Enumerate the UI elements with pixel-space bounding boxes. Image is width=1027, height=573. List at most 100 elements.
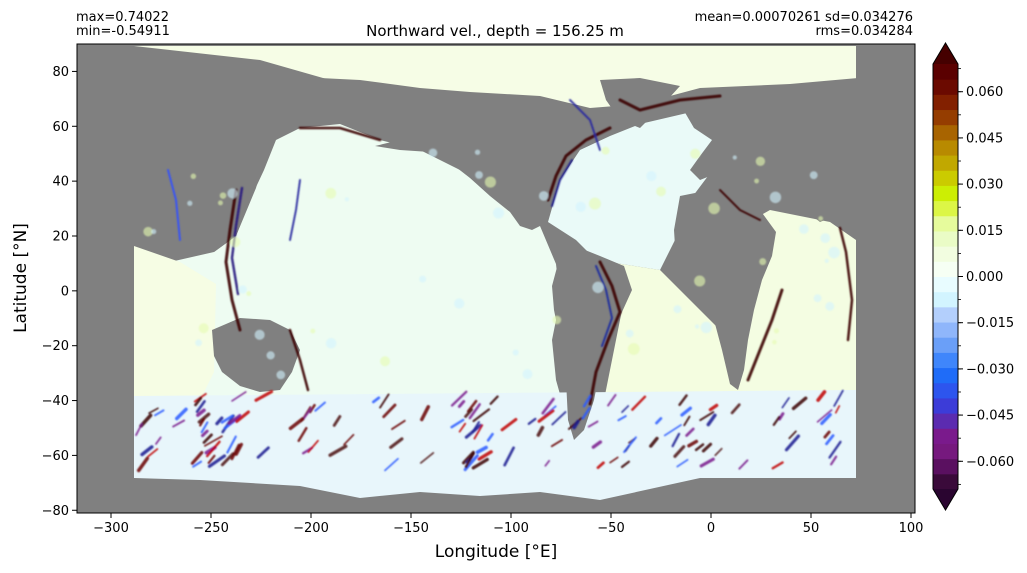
field-speckle [190, 173, 197, 180]
colorbar-extend-max [933, 43, 958, 64]
eddy-streak [738, 459, 749, 470]
field-speckle [813, 294, 822, 303]
eddy-streak [308, 403, 316, 414]
eddy-streak [205, 440, 221, 458]
field-speckle [428, 148, 438, 158]
field-speckle [344, 197, 349, 202]
colorbar-tick-label: −0.045 [966, 409, 1014, 424]
field-speckle [625, 329, 634, 338]
eddy-streak [457, 400, 466, 408]
eddy-streak [551, 411, 567, 426]
eddy-streak [220, 452, 235, 467]
x-axis-label: Longitude [°E] [435, 542, 557, 562]
boundary-current [224, 188, 242, 332]
eddy-streak [537, 409, 555, 423]
y-tick-label: −40 [42, 394, 69, 409]
eddy-streak [372, 396, 381, 404]
eddy-streak [200, 429, 209, 438]
y-axis: −80 −60 −40 −20 0 20 40 60 80 [42, 65, 77, 519]
y-tick-label: −20 [42, 339, 69, 354]
eddy-streak [147, 448, 159, 458]
mean-sd-stat: mean=0.00070261 sd=0.034276 [694, 10, 913, 25]
eddy-streak [231, 391, 247, 402]
eddy-streak [148, 407, 159, 414]
eddy-streak [771, 461, 784, 470]
colorbar-segment [933, 352, 958, 369]
eddy-streak [207, 454, 216, 465]
land-eurasia [680, 86, 856, 222]
eddy-streak [683, 415, 691, 427]
colorbar-segment [933, 155, 958, 171]
boundary-current [618, 94, 722, 112]
x-tick-label: 100 [899, 521, 924, 536]
eddy-streak [475, 445, 488, 454]
eddy-streak [699, 411, 715, 422]
atlantic-south [596, 260, 760, 420]
eddy-streak [607, 393, 617, 407]
x-tick-label: −50 [597, 521, 624, 536]
eddy-streak [420, 405, 431, 422]
eddy-streak [500, 417, 518, 432]
eddy-streak [833, 389, 844, 407]
field-speckle [828, 246, 840, 259]
field-speckle [694, 324, 700, 329]
boundary-current [588, 260, 622, 406]
eddy-streak [303, 407, 312, 419]
field-speckle [238, 285, 247, 294]
x-axis: −300 −250 −200 −150 −100 −50 0 50 100 [93, 513, 923, 536]
x-tick-label: −300 [93, 521, 129, 536]
field-speckle [219, 192, 227, 199]
field-speckle [254, 329, 265, 340]
field-speckle [266, 351, 275, 360]
field-speckle [522, 369, 533, 380]
y-tick-label: −80 [42, 504, 69, 519]
eddy-streak [200, 421, 209, 434]
eddy-streak [155, 436, 162, 445]
land-right-margin [856, 44, 915, 513]
field-speckle [151, 229, 157, 235]
eddy-streak [466, 399, 478, 413]
eddy-streak [220, 414, 234, 424]
y-tick-label: 40 [52, 175, 69, 190]
max-stat: max=0.74022 [76, 10, 169, 25]
field-speckle [227, 188, 238, 199]
eddy-streak [235, 410, 250, 423]
colorbar-segment [933, 139, 958, 156]
colorbar-segment [933, 428, 958, 444]
field-speckle [700, 321, 712, 334]
field-speckle [538, 191, 549, 201]
field-speckle [575, 201, 586, 212]
field-speckle [809, 171, 818, 180]
colorbar-segment [933, 382, 958, 399]
eddy-streak [135, 423, 143, 436]
arctic-ocean [130, 46, 860, 108]
eddy-streak [581, 406, 591, 420]
colorbar-segment [933, 413, 958, 429]
colorbar-tick-label: −0.015 [966, 316, 1014, 331]
eddy-streak [471, 457, 489, 470]
boundary-current [719, 189, 761, 221]
eddy-streak [230, 443, 241, 461]
field-speckle [769, 191, 782, 204]
eddy-streak [288, 417, 305, 431]
eddy-streak [464, 452, 475, 469]
eddy-streak [136, 456, 149, 473]
eddy-streak [620, 460, 630, 469]
eddy-streak [391, 419, 406, 431]
indian-ocean-west [134, 246, 216, 400]
colorbar-segment [933, 337, 958, 353]
eddy-streak [784, 434, 801, 452]
eddy-streak [307, 439, 319, 453]
land [77, 44, 915, 513]
field-speckle [276, 370, 286, 380]
colorbar-outline [932, 42, 959, 511]
colorbar-segment [933, 94, 958, 111]
colorbar-segment [933, 367, 958, 384]
eddy-streak [234, 442, 244, 456]
eddy-streak [830, 455, 838, 466]
eddy-streak [706, 413, 717, 427]
field-speckle [230, 236, 241, 248]
x-tick-label: 0 [707, 521, 715, 536]
land-north-america [375, 102, 562, 230]
